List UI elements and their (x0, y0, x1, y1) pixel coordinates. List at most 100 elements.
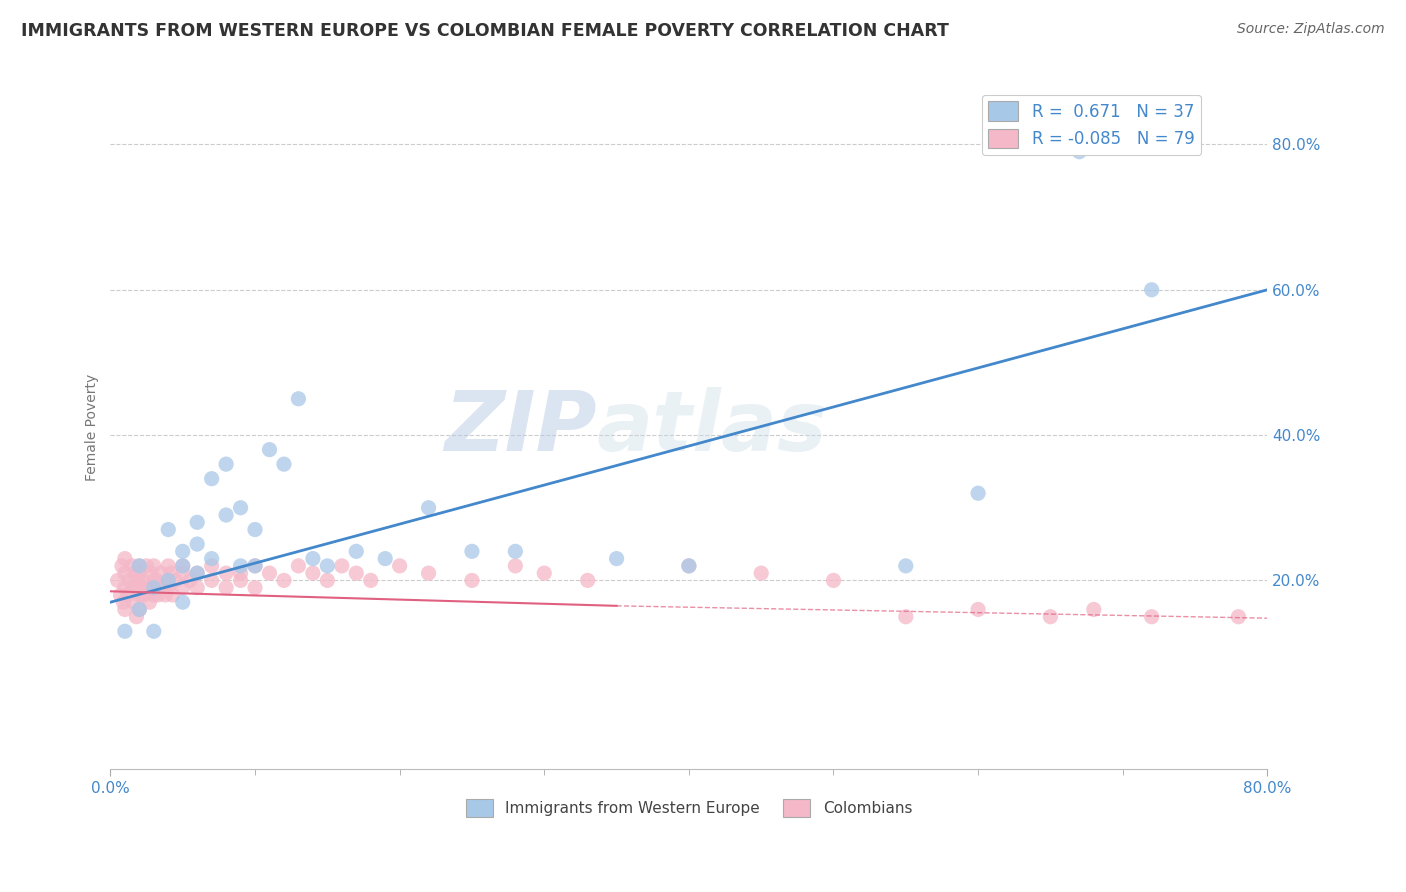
Point (606, 551, 628, 566)
Point (749, 566, 772, 581)
Point (124, 566, 146, 581)
Point (121, 581, 143, 595)
Point (894, 558, 917, 573)
Point (678, 558, 700, 573)
Point (360, 574, 382, 588)
Point (243, 581, 266, 595)
Point (505, 544, 527, 558)
Point (136, 581, 159, 595)
Point (461, 544, 484, 558)
Point (259, 442, 281, 457)
Point (160, 566, 183, 581)
Point (243, 523, 266, 537)
Point (201, 574, 224, 588)
Point (110, 588, 132, 602)
Point (243, 558, 266, 573)
Point (330, 558, 353, 573)
Point (229, 574, 252, 588)
Point (152, 581, 174, 595)
Text: Source: ZipAtlas.com: Source: ZipAtlas.com (1237, 22, 1385, 37)
Point (117, 588, 139, 602)
Point (114, 566, 136, 581)
Point (1140, 283, 1163, 297)
Point (186, 537, 208, 551)
Point (302, 551, 325, 566)
Point (259, 566, 281, 581)
Point (461, 574, 484, 588)
Point (418, 566, 440, 581)
Point (128, 588, 150, 602)
Point (243, 558, 266, 573)
Point (122, 595, 145, 609)
Point (146, 588, 169, 602)
Point (112, 595, 135, 609)
Point (128, 558, 150, 573)
Text: atlas: atlas (596, 387, 827, 468)
Point (157, 574, 180, 588)
Point (162, 588, 184, 602)
Point (138, 595, 160, 609)
Point (302, 566, 325, 581)
Point (132, 588, 155, 602)
Point (157, 558, 180, 573)
Point (114, 581, 136, 595)
Point (127, 574, 149, 588)
Point (139, 566, 162, 581)
Point (145, 574, 167, 588)
Point (576, 574, 599, 588)
Point (273, 574, 295, 588)
Point (128, 581, 150, 595)
Point (131, 574, 153, 588)
Point (128, 566, 150, 581)
Point (215, 581, 238, 595)
Point (273, 457, 295, 471)
Point (201, 551, 224, 566)
Point (229, 500, 252, 515)
Point (374, 551, 396, 566)
Point (172, 566, 194, 581)
Point (155, 588, 177, 602)
Point (894, 609, 917, 624)
Point (533, 566, 555, 581)
Point (215, 457, 238, 471)
Point (135, 558, 157, 573)
Point (287, 392, 309, 406)
Point (678, 558, 700, 573)
Point (229, 558, 252, 573)
Point (128, 602, 150, 616)
Point (179, 574, 201, 588)
Point (142, 588, 165, 602)
Point (111, 558, 134, 573)
Point (172, 595, 194, 609)
Point (823, 574, 845, 588)
Point (316, 574, 339, 588)
Point (157, 581, 180, 595)
Point (142, 624, 165, 639)
Point (114, 624, 136, 639)
Point (142, 581, 165, 595)
Point (121, 558, 143, 573)
Point (172, 544, 194, 558)
Point (186, 581, 208, 595)
Point (229, 566, 252, 581)
Point (1069, 145, 1091, 159)
Point (172, 558, 194, 573)
Point (142, 574, 165, 588)
Point (142, 581, 165, 595)
Point (172, 558, 194, 573)
Point (186, 566, 208, 581)
Point (142, 558, 165, 573)
Point (201, 472, 224, 486)
Legend: Immigrants from Western Europe, Colombians: Immigrants from Western Europe, Colombia… (460, 793, 918, 823)
Point (125, 609, 148, 624)
Text: ZIP: ZIP (444, 387, 596, 468)
Point (388, 558, 411, 573)
Point (316, 558, 339, 573)
Point (157, 574, 180, 588)
Point (967, 602, 990, 616)
Point (215, 508, 238, 522)
Point (128, 558, 150, 573)
Point (505, 558, 527, 573)
Point (165, 574, 187, 588)
Point (128, 602, 150, 616)
